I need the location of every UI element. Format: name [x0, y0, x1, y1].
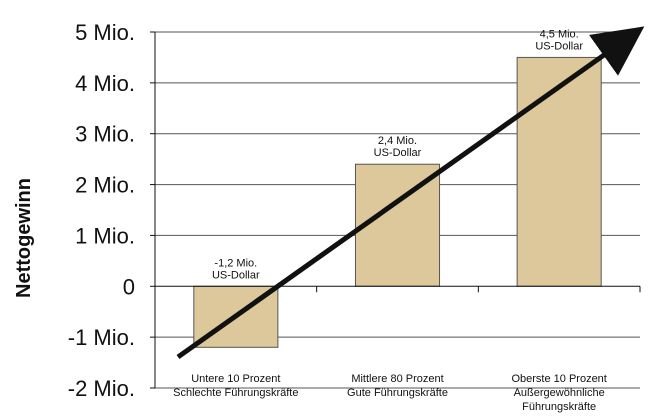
y-tick-label: 4 Mio. [75, 71, 135, 96]
data-label: US-Dollar [374, 147, 422, 159]
data-label: -1,2 Mio. [214, 257, 257, 269]
category-labels: Untere 10 Prozent Schlechte Führungskräft… [173, 373, 607, 413]
category-label: Gute Führungskräfte [347, 387, 448, 399]
y-tick-label: 2 Mio. [75, 173, 135, 198]
axes [150, 31, 641, 389]
data-label: 4,5 Mio. [540, 28, 579, 40]
data-label: 2,4 Mio. [378, 135, 417, 147]
bar [516, 56, 602, 287]
category-label: Außergewöhnliche [514, 387, 605, 399]
y-axis-label: Nettogewinn [13, 178, 35, 298]
data-label: US-Dollar [535, 40, 583, 52]
y-tick-label: 3 Mio. [75, 122, 135, 147]
y-tick-labels: 5 Mio. 4 Mio. 3 Mio. 2 Mio. 1 Mio. 0 -1 Mio. -2… [68, 20, 135, 401]
data-label: US-Dollar [212, 269, 260, 281]
y-tick-label: 1 Mio. [75, 223, 135, 248]
y-tick-label: 0 [123, 274, 135, 299]
category-label: Untere 10 Prozent [191, 373, 280, 385]
category-label: Führungskräfte [522, 401, 596, 413]
category-label: Mittlere 80 Prozent [351, 373, 443, 385]
y-tick-label: 5 Mio. [75, 20, 135, 45]
trend-arrow [176, 26, 645, 360]
category-label: Schlechte Führungskräfte [173, 387, 298, 399]
y-tick-label: -2 Mio. [68, 376, 135, 401]
y-tick-label: -1 Mio. [68, 325, 135, 350]
category-label: Oberste 10 Prozent [511, 373, 606, 385]
